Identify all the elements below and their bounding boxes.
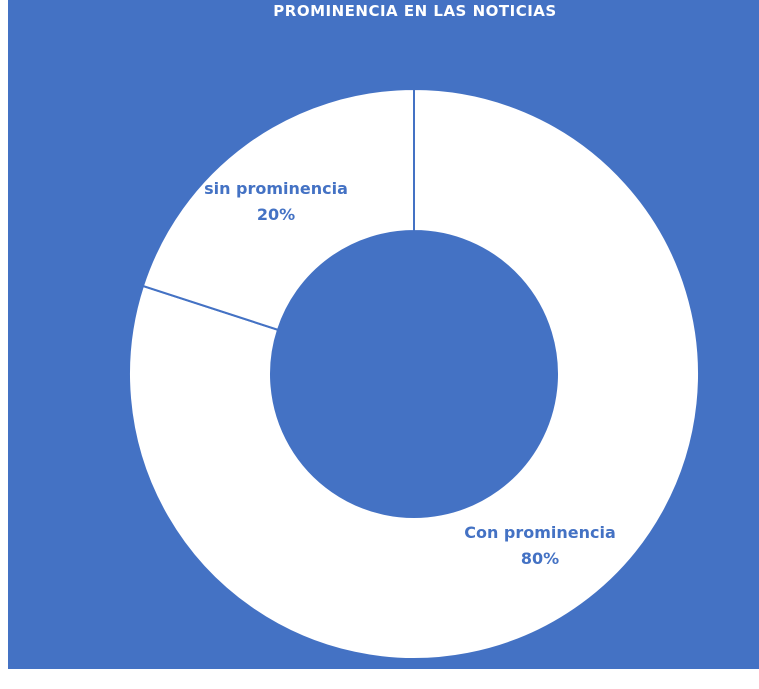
- donut-slice-con-prominencia: [128, 87, 700, 660]
- donut-slice-sin-prominencia: [141, 87, 415, 332]
- donut-chart: Con prominencia 80% sin prominencia 20%: [128, 87, 700, 660]
- slice-label: Con prominencia: [464, 523, 616, 542]
- chart-canvas: PROMINENCIA EN LAS NOTICIAS Con prominen…: [8, 0, 759, 669]
- slice-percent-label: 20%: [257, 205, 295, 224]
- slice-percent-label: 80%: [521, 549, 559, 568]
- slice-label: sin prominencia: [204, 179, 348, 198]
- chart-title: PROMINENCIA EN LAS NOTICIAS: [273, 2, 557, 20]
